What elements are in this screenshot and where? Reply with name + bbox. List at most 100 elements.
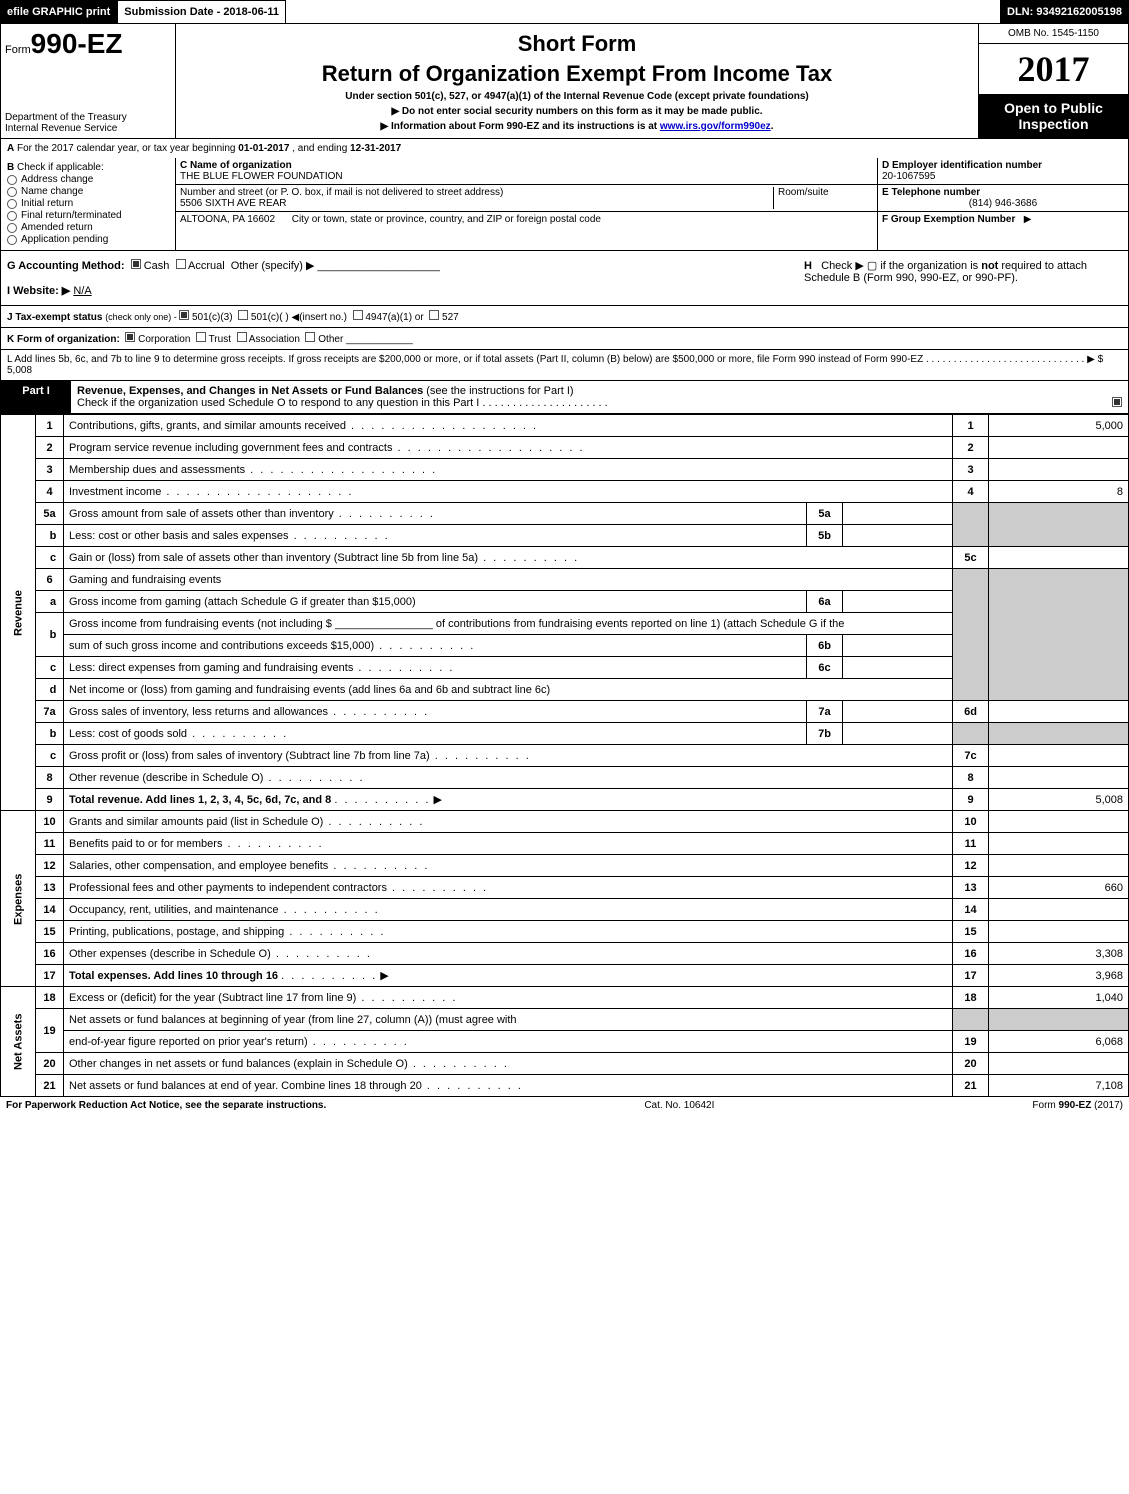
line-desc: Membership dues and assessments	[64, 459, 953, 481]
checkbox-icon[interactable]	[429, 310, 439, 320]
section-g: G Accounting Method: Cash Accrual Other …	[1, 251, 798, 305]
line-l: L Add lines 5b, 6c, and 7b to line 9 to …	[0, 350, 1129, 381]
line-desc: Gross sales of inventory, less returns a…	[64, 701, 807, 723]
checkbox-icon[interactable]	[353, 310, 363, 320]
k-opt2: Association	[249, 334, 300, 345]
line-value: 6,068	[989, 1031, 1129, 1053]
part-1-table: Revenue 1 Contributions, gifts, grants, …	[0, 414, 1129, 1097]
line-number: 18	[36, 987, 64, 1009]
mid-value	[843, 701, 953, 723]
line-desc: Gross income from gaming (attach Schedul…	[64, 591, 807, 613]
line-number: 16	[36, 943, 64, 965]
subtitle-2a: ▶ Do not enter social security numbers o…	[391, 106, 762, 117]
chk-amended-return[interactable]: Amended return	[7, 222, 169, 233]
subtitle-2b-suffix: .	[771, 121, 774, 132]
line-desc: Printing, publications, postage, and shi…	[64, 921, 953, 943]
chk-initial-return[interactable]: Initial return	[7, 198, 169, 209]
c-label: C Name of organization	[180, 160, 292, 171]
part-1-title: Revenue, Expenses, and Changes in Net As…	[71, 381, 1128, 413]
k-opt1: Trust	[209, 334, 231, 345]
chk-name-change[interactable]: Name change	[7, 186, 169, 197]
checkbox-icon	[7, 235, 17, 245]
h-text1: Check ▶ ▢ if the organization is	[821, 260, 981, 272]
line-number: 2	[36, 437, 64, 459]
line-value: 3,968	[989, 965, 1129, 987]
line-desc: Less: cost or other basis and sales expe…	[64, 525, 807, 547]
table-row: Net Assets 18 Excess or (deficit) for th…	[1, 987, 1129, 1009]
line-desc: Professional fees and other payments to …	[64, 877, 953, 899]
checkbox-icon	[7, 187, 17, 197]
line-value	[989, 459, 1129, 481]
line-number: 6	[36, 569, 64, 591]
line-desc: Salaries, other compensation, and employ…	[64, 855, 953, 877]
line-value	[989, 833, 1129, 855]
c-room-label: Room/suite	[773, 187, 873, 209]
g-cash: Cash	[144, 260, 170, 272]
g-other: Other (specify) ▶	[231, 260, 315, 272]
line-ref: 21	[953, 1075, 989, 1097]
footer-right-prefix: Form	[1032, 1100, 1058, 1111]
line-ref: 15	[953, 921, 989, 943]
line-number: 11	[36, 833, 64, 855]
table-row: 4 Investment income 4 8	[1, 481, 1129, 503]
line-number: b	[36, 613, 64, 657]
line-ref: 3	[953, 459, 989, 481]
mid-ref: 5b	[807, 525, 843, 547]
line-ref: 16	[953, 943, 989, 965]
d-value: 20-1067595	[882, 171, 935, 182]
dots	[334, 794, 430, 806]
table-row: 19 Net assets or fund balances at beginn…	[1, 1009, 1129, 1031]
checkbox-icon	[7, 175, 17, 185]
checkbox-icon[interactable]	[179, 310, 189, 320]
table-row: 21 Net assets or fund balances at end of…	[1, 1075, 1129, 1097]
checkbox-icon[interactable]	[237, 332, 247, 342]
mid-ref: 5a	[807, 503, 843, 525]
table-row: 14 Occupancy, rent, utilities, and maint…	[1, 899, 1129, 921]
submission-date: Submission Date - 2018-06-11	[117, 0, 286, 24]
table-row: 11 Benefits paid to or for members 11	[1, 833, 1129, 855]
header-right: OMB No. 1545-1150 2017 Open to Public In…	[978, 24, 1128, 138]
line-number: 4	[36, 481, 64, 503]
line-number: 10	[36, 811, 64, 833]
chk-application-pending[interactable]: Application pending	[7, 234, 169, 245]
checkbox-icon[interactable]	[125, 332, 135, 342]
line-number: 12	[36, 855, 64, 877]
instructions-link[interactable]: www.irs.gov/form990ez	[660, 121, 771, 132]
checkbox-icon[interactable]	[196, 332, 206, 342]
checkbox-icon[interactable]	[238, 310, 248, 320]
checkbox-icon[interactable]	[131, 259, 141, 269]
line-number: c	[36, 547, 64, 569]
mid-ref: 6c	[807, 657, 843, 679]
shaded-cell	[989, 569, 1129, 701]
line-ref: 1	[953, 415, 989, 437]
line-desc: Net income or (loss) from gaming and fun…	[64, 679, 953, 701]
mid-ref: 7a	[807, 701, 843, 723]
line-ref: 18	[953, 987, 989, 1009]
j-insert: ◀(insert no.)	[292, 312, 347, 323]
table-row: b Less: cost of goods sold 7b	[1, 723, 1129, 745]
checkbox-icon[interactable]	[176, 259, 186, 269]
mid-ref: 6b	[807, 635, 843, 657]
l-dots: . . . . . . . . . . . . . . . . . . . . …	[926, 354, 1098, 365]
table-row: 15 Printing, publications, postage, and …	[1, 921, 1129, 943]
chk-address-change[interactable]: Address change	[7, 174, 169, 185]
chk-final-return[interactable]: Final return/terminated	[7, 210, 169, 221]
line-ref: 2	[953, 437, 989, 459]
shaded-cell	[953, 503, 989, 547]
table-row: c Gross profit or (loss) from sales of i…	[1, 745, 1129, 767]
checkbox-icon[interactable]	[305, 332, 315, 342]
footer-left: For Paperwork Reduction Act Notice, see …	[6, 1100, 326, 1111]
block-bcdef: B Check if applicable: Address change Na…	[0, 158, 1129, 251]
line-value: 5,000	[989, 415, 1129, 437]
c-city-label: City or town, state or province, country…	[292, 214, 601, 225]
e-label: E Telephone number	[882, 187, 980, 198]
line-desc: Occupancy, rent, utilities, and maintena…	[64, 899, 953, 921]
subtitle-2b-prefix: ▶ Information about Form 990-EZ and its …	[381, 121, 660, 132]
footer-right: Form 990-EZ (2017)	[1032, 1100, 1123, 1111]
mid-value	[843, 525, 953, 547]
line-k: K Form of organization: Corporation Trus…	[0, 328, 1129, 350]
checkbox-icon[interactable]	[1112, 397, 1122, 407]
line-ref: 11	[953, 833, 989, 855]
line-value: 1,040	[989, 987, 1129, 1009]
line-desc: Total expenses. Add lines 10 through 16 …	[64, 965, 953, 987]
